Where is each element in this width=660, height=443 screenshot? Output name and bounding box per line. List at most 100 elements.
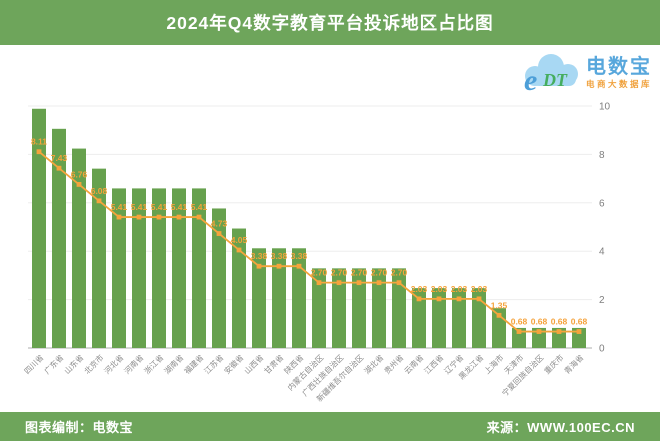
bar — [132, 188, 146, 348]
line-point — [376, 280, 382, 286]
credit-source: 来源：WWW.100EC.CN — [486, 420, 635, 435]
bar — [32, 108, 46, 348]
value-label: 5.41 — [171, 202, 188, 212]
x-category-label: 福建省 — [182, 352, 206, 376]
line-point — [236, 247, 242, 253]
value-label: 5.41 — [131, 202, 148, 212]
bar — [152, 188, 166, 348]
line-point — [496, 312, 502, 318]
credit-author: 图表编制：电数宝 — [25, 420, 134, 435]
x-category-label: 贵州省 — [382, 352, 406, 376]
value-label: 3.38 — [291, 251, 308, 261]
value-label: 2.03 — [411, 284, 428, 294]
x-category-label: 安徽省 — [222, 352, 246, 376]
line-point — [196, 214, 202, 220]
x-category-label: 四川省 — [22, 352, 46, 376]
value-label: 6.76 — [71, 169, 88, 179]
edata-logo: e DT 电数宝 电商大数据库 — [520, 50, 652, 96]
logo-tagline: 电商大数据库 — [585, 79, 652, 90]
line-point — [36, 149, 42, 155]
bar — [512, 327, 526, 348]
line-point — [436, 296, 442, 302]
value-label: 2.70 — [311, 268, 328, 278]
page-title: 2024年Q4数字教育平台投诉地区占比图 — [166, 13, 494, 33]
logo-text: 电数宝 电商大数据库 — [586, 57, 652, 89]
value-label: 2.03 — [471, 284, 488, 294]
line-point — [416, 296, 422, 302]
bar — [352, 268, 366, 348]
x-category-label: 甘肃省 — [262, 352, 286, 376]
x-category-label: 湖南省 — [162, 352, 186, 376]
line-point — [156, 214, 162, 220]
value-label: 5.41 — [151, 202, 168, 212]
bar — [172, 188, 186, 348]
bar — [192, 188, 206, 348]
bar — [72, 148, 86, 348]
value-label: 2.70 — [351, 268, 368, 278]
bar — [472, 288, 486, 348]
bar — [252, 248, 266, 348]
x-category-label: 江西省 — [422, 352, 446, 376]
x-category-label: 上海市 — [482, 352, 506, 376]
value-label: 0.68 — [571, 317, 588, 327]
chart-title-bar: 2024年Q4数字教育平台投诉地区占比图 — [0, 0, 660, 45]
value-label: 0.68 — [511, 317, 528, 327]
bar — [372, 268, 386, 348]
line-point — [536, 329, 542, 334]
x-category-label: 云南省 — [402, 352, 426, 376]
x-category-label: 北京市 — [82, 352, 106, 376]
logo-monogram-e: e — [524, 64, 537, 96]
bar — [212, 208, 226, 348]
line-point — [336, 280, 342, 286]
bar — [332, 268, 346, 348]
line-point — [296, 263, 302, 269]
value-label: 1.35 — [491, 300, 508, 310]
value-label: 4.73 — [211, 219, 228, 229]
cloud-shape — [531, 72, 576, 86]
x-category-label: 山东省 — [62, 352, 86, 376]
line-point — [316, 280, 322, 286]
logo-monogram-dt: DT — [542, 70, 568, 90]
bar — [92, 168, 106, 348]
value-label: 3.38 — [251, 251, 268, 261]
bar — [232, 228, 246, 348]
line-point — [116, 214, 122, 220]
bar — [412, 288, 426, 348]
x-category-label: 广东省 — [42, 352, 66, 376]
value-label: 6.08 — [91, 186, 108, 196]
bar — [572, 327, 586, 348]
value-label: 2.70 — [391, 268, 408, 278]
line-point — [76, 182, 82, 187]
bar — [312, 268, 326, 348]
x-category-label: 湖北省 — [362, 352, 386, 376]
value-label: 0.68 — [531, 317, 548, 327]
y-tick-label: 6 — [599, 198, 605, 209]
logo-brand-name: 电数宝 — [585, 56, 652, 79]
bar — [452, 288, 466, 348]
bar — [392, 268, 406, 348]
x-category-label: 浙江省 — [142, 352, 166, 376]
bar — [52, 128, 66, 348]
value-label: 7.43 — [51, 153, 68, 163]
y-tick-label: 0 — [599, 344, 605, 355]
x-category-label: 河北省 — [102, 352, 126, 376]
value-label: 5.41 — [191, 202, 208, 212]
value-label: 2.70 — [331, 268, 348, 278]
line-point — [56, 165, 62, 171]
value-label: 8.11 — [31, 137, 47, 147]
y-tick-label: 2 — [599, 295, 605, 306]
line-point — [256, 263, 262, 269]
line-point — [356, 280, 362, 286]
line-point — [556, 329, 562, 334]
bar — [112, 188, 126, 348]
bar — [532, 327, 546, 348]
x-category-label: 河南省 — [122, 352, 146, 376]
line-point — [136, 214, 142, 220]
line-point — [276, 263, 282, 269]
trend-line — [38, 151, 579, 333]
line-point — [396, 280, 402, 286]
line-point — [216, 231, 222, 236]
value-label: 5.41 — [111, 202, 128, 212]
